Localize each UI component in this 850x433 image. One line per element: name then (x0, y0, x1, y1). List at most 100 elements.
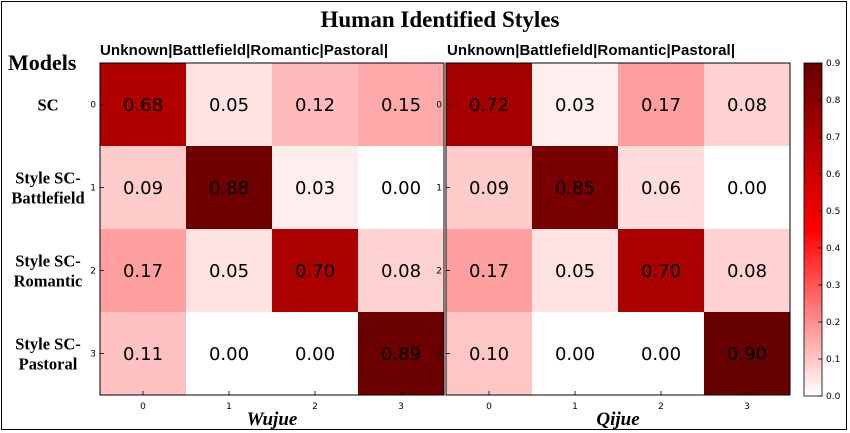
cell-value-label: 0.00 (555, 344, 595, 365)
heatmap-cell (100, 63, 186, 146)
heatmap-panel-wujue: 0.68 0.05 0.12 0.15 0.09 0.88 0.03 0.00 0.17 0.05… (90, 62, 445, 430)
panel-subtitle: Wujue (247, 409, 298, 430)
y-tick-label: 3 (90, 350, 96, 360)
cell-value-label: 0.00 (209, 344, 249, 365)
cell-value-label: 0.15 (381, 95, 421, 116)
cell-value-label: 0.08 (727, 261, 767, 282)
x-tick-label: 3 (744, 402, 750, 412)
heatmap-cell (704, 146, 790, 229)
heatmap-panel-qijue: 0.72 0.03 0.17 0.08 0.09 0.85 0.06 0.00 0.17 0.05… (436, 62, 791, 430)
y-tick-label: 2 (90, 267, 96, 277)
heatmap-cell (358, 229, 444, 312)
cell-value-label: 0.12 (295, 95, 335, 116)
cell-value-label: 0.70 (295, 261, 335, 282)
row-label: Style SC-Romantic (14, 252, 83, 291)
cell-value-label: 0.05 (209, 261, 249, 282)
cell-value-label: 0.00 (641, 344, 681, 365)
cell-value-label: 0.90 (727, 344, 767, 365)
colorbar-tick-label: 0.2 (826, 318, 840, 328)
row-label: Style SC-Battlefield (11, 169, 84, 208)
heatmap-cell (186, 63, 272, 146)
colorbar-tick-label: 0.5 (826, 207, 840, 217)
cell-value-label: 0.06 (641, 178, 681, 199)
cell-value-label: 0.05 (555, 261, 595, 282)
heatmap-cell (100, 229, 186, 312)
row-labels: SC Style SC-Battlefield Style SC-Romantic S… (11, 96, 84, 374)
heatmap-cell (446, 146, 532, 229)
column-header-left: Unknown|Battlefield|Romantic|Pastoral| (100, 42, 388, 59)
cell-value-label: 0.09 (469, 178, 509, 199)
heatmap-cell (186, 312, 272, 395)
x-tick-label: 1 (226, 402, 232, 412)
cell-value-label: 0.00 (381, 178, 421, 199)
cell-value-label: 0.17 (123, 261, 163, 282)
y-tick-label: 1 (436, 184, 442, 194)
cell-value-label: 0.88 (209, 178, 249, 199)
heatmap-cell (186, 146, 272, 229)
x-tick-label: 0 (140, 402, 146, 412)
cell-value-label: 0.70 (641, 261, 681, 282)
colorbar-tick-label: 0.4 (826, 244, 841, 254)
cell-value-label: 0.10 (469, 344, 509, 365)
row-label: SC (37, 96, 58, 115)
heatmap-cell (446, 63, 532, 146)
cell-value-label: 0.17 (641, 95, 681, 116)
heatmap-cell (532, 63, 618, 146)
heatmap-cell (532, 312, 618, 395)
heatmap-cell (704, 63, 790, 146)
cell-value-label: 0.08 (727, 95, 767, 116)
colorbar-tick-label: 0.7 (826, 133, 840, 143)
x-tick-label: 1 (572, 402, 578, 412)
heatmap-cell (100, 146, 186, 229)
heatmap-cell (618, 63, 704, 146)
cell-value-label: 0.00 (295, 344, 335, 365)
y-tick-label: 3 (436, 350, 442, 360)
heatmap-cell (446, 312, 532, 395)
heatmap-cell (704, 229, 790, 312)
x-tick-label: 3 (398, 402, 404, 412)
cell-value-label: 0.09 (123, 178, 163, 199)
heatmap-cell (358, 312, 444, 395)
cell-value-label: 0.68 (123, 95, 163, 116)
models-label: Models (8, 50, 77, 75)
x-tick-label: 2 (658, 402, 664, 412)
heatmap-border (445, 62, 791, 396)
column-header-right: Unknown|Battlefield|Romantic|Pastoral| (447, 42, 735, 59)
cell-value-label: 0.05 (209, 95, 249, 116)
cell-value-label: 0.85 (555, 178, 595, 199)
y-tick-label: 1 (90, 184, 96, 194)
x-tick-label: 2 (312, 402, 318, 412)
colorbar-tick-label: 0.3 (826, 281, 840, 291)
heatmap-cell (358, 63, 444, 146)
cell-value-label: 0.00 (727, 178, 767, 199)
heatmap-cell (618, 312, 704, 395)
heatmap-cell (186, 229, 272, 312)
cell-value-label: 0.72 (469, 95, 509, 116)
heatmap-cell (272, 146, 358, 229)
cell-value-label: 0.03 (555, 95, 595, 116)
heatmap-cell (358, 146, 444, 229)
heatmap-panels: 0.68 0.05 0.12 0.15 0.09 0.88 0.03 0.00 0.17 0.05… (90, 62, 791, 430)
heatmap-cell (446, 229, 532, 312)
x-tick-label: 0 (486, 402, 492, 412)
figure-title: Human Identified Styles (321, 7, 560, 32)
colorbar-gradient (803, 62, 823, 397)
heatmap-cell (272, 229, 358, 312)
heatmap-cell (618, 146, 704, 229)
y-tick-label: 0 (436, 101, 442, 111)
panel-subtitle: Qijue (596, 409, 640, 430)
heatmap-cell (532, 146, 618, 229)
heatmap-cell (272, 312, 358, 395)
cell-value-label: 0.08 (381, 261, 421, 282)
y-tick-label: 0 (90, 101, 96, 111)
colorbar-ticks: 0.0 0.1 0.2 0.3 0.4 0.5 0.6 0.7 0.8 0.9 (818, 59, 841, 402)
colorbar-tick-label: 0.0 (826, 392, 841, 402)
heatmap-cell (704, 312, 790, 395)
cell-value-label: 0.03 (295, 178, 335, 199)
colorbar-tick-label: 0.8 (826, 96, 841, 106)
cell-value-label: 0.11 (123, 344, 163, 365)
colorbar-tick-label: 0.1 (826, 355, 840, 365)
colorbar-tick-label: 0.6 (826, 170, 841, 180)
